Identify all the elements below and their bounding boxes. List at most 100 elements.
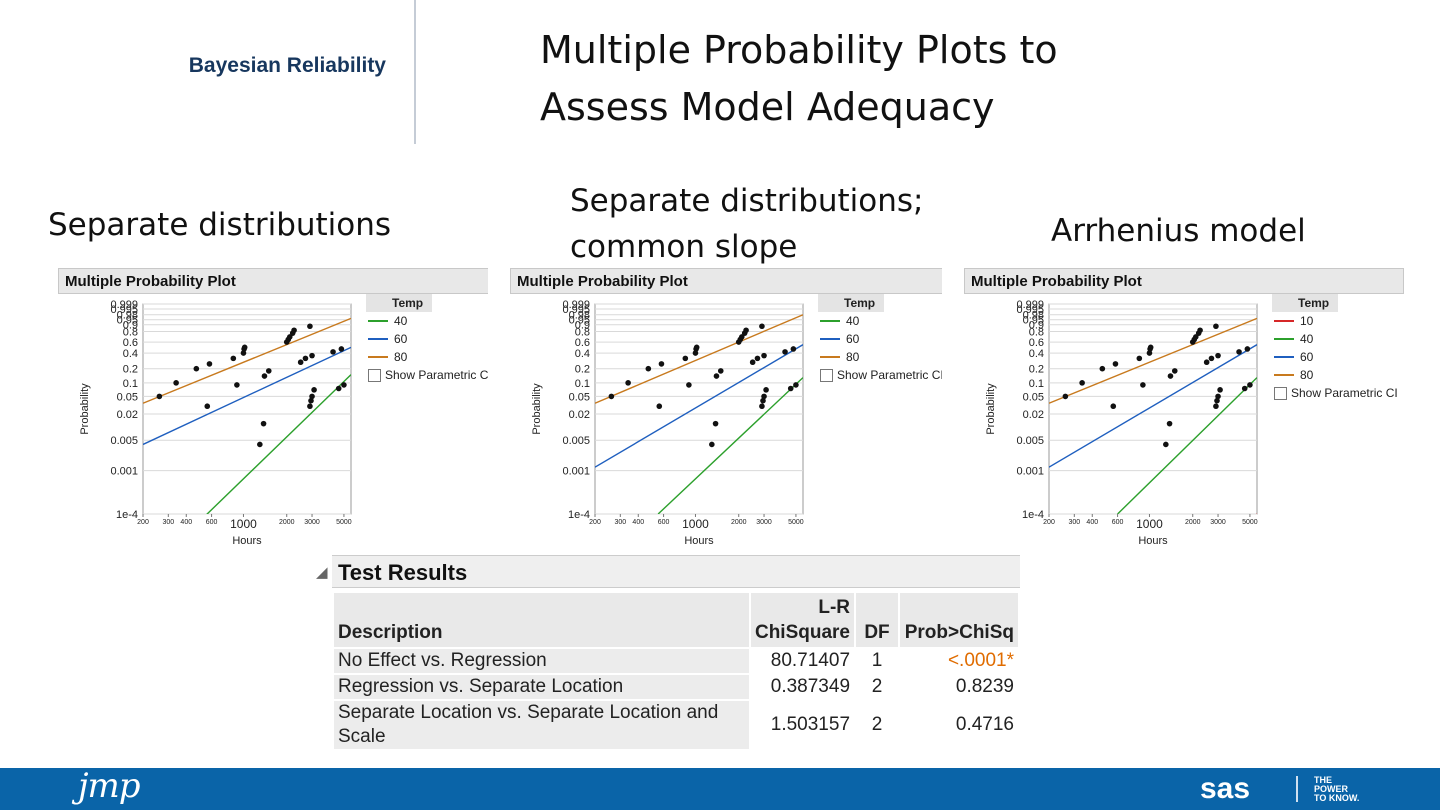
legend-item-temp-80: 80 [818,348,944,366]
data-point-temp-60 [309,352,315,359]
subhead-arrhenius: Arrhenius model [1051,213,1306,249]
legend-label: 40 [1300,332,1314,346]
show-parametric-ci-checkbox[interactable]: Show Parametric CI [818,368,944,382]
x-tick-label: 400 [1086,519,1098,526]
x-tick-label: 5000 [1242,519,1258,526]
tagline-line-2: POWER [1314,784,1349,794]
x-tick-label: 1000 [682,517,709,531]
data-point-temp-80 [645,365,652,372]
legend-label: 40 [394,314,408,328]
data-point-temp-60 [204,403,211,410]
data-point-temp-80 [291,327,297,334]
data-point-temp-40 [712,420,719,427]
legend-item-temp-80: 80 [1272,366,1398,384]
legend-label: 10 [1300,314,1314,328]
data-point-temp-60 [761,352,767,359]
y-tick-label: 0.05 [569,391,590,403]
x-tick-label: 600 [658,519,670,526]
data-point-temp-40 [260,420,267,427]
y-tick-label: 0.02 [569,409,590,421]
x-tick-label: 300 [162,519,174,526]
data-point-temp-80 [1079,380,1085,386]
data-point-temp-40 [761,393,767,400]
checkbox-icon[interactable] [820,368,833,382]
x-tick-label: 200 [589,519,601,526]
table-row: Regression vs. Separate Location 0.387349… [334,675,1018,699]
legend-swatch [1274,356,1294,358]
row-description: No Effect vs. Regression [334,649,749,673]
data-point-temp-60 [330,349,336,355]
data-point-temp-80 [625,380,631,386]
plot-title-2: Multiple Probability Plot [510,268,948,294]
data-point-temp-40 [341,382,347,388]
checkbox-icon[interactable] [1274,386,1287,400]
show-parametric-ci-checkbox[interactable]: Show Parametric CI [366,368,492,382]
x-axis-label: Hours [684,535,714,547]
legend-swatch [1274,374,1294,376]
legend-item-temp-40: 40 [366,312,492,330]
plot-title-3: Multiple Probability Plot [964,268,1404,294]
data-point-temp-80 [240,350,247,356]
x-tick-label: 600 [1112,519,1124,526]
legend-swatch [820,356,840,358]
data-point-temp-40 [1241,385,1248,392]
data-point-temp-40 [1214,397,1220,404]
y-tick-label: 0.6 [1029,337,1044,349]
legend-item-temp-40: 40 [1272,330,1398,348]
x-tick-label: 5000 [336,519,352,526]
plot-panel-2: ◢ Multiple Probability Plot 0.9990.9950.… [488,268,948,548]
test-results-table: Description L-R ChiSquare DF Prob>ChiSq … [332,591,1020,751]
data-point-temp-60 [790,346,797,352]
y-axis-label: Probability [79,383,91,435]
y-tick-label: 0.1 [123,378,138,390]
y-tick-label: 0.02 [1023,409,1044,421]
data-point-temp-40 [257,441,263,448]
data-point-temp-80 [658,361,665,367]
data-point-temp-60 [686,382,692,388]
row-chisquare: 80.71407 [770,650,851,671]
legend-item-temp-80: 80 [366,348,492,366]
data-point-temp-60 [1167,373,1174,379]
data-point-temp-80 [692,350,699,356]
data-point-temp-60 [1140,382,1146,388]
legend-title: Temp [366,294,432,312]
row-description: Separate Location vs. Separate Location … [334,701,749,749]
y-tick-label: 0.999 [110,299,138,311]
data-point-temp-60 [1110,403,1117,410]
data-point-temp-40 [308,397,314,404]
row-df: 2 [871,714,883,735]
jmp-logo: jmp [78,766,141,806]
row-df: 2 [871,676,883,697]
x-tick-label: 300 [614,519,626,526]
show-parametric-ci-label: Show Parametric CI [1291,386,1398,400]
fit-line-temp-40 [1117,377,1257,514]
checkbox-icon[interactable] [368,368,381,382]
y-tick-label: 0.98 [569,310,590,322]
y-tick-label: 0.1 [1029,378,1044,390]
data-point-temp-80 [193,365,200,372]
data-point-temp-60 [749,359,756,366]
logo-divider [1296,776,1298,802]
x-tick-label: 1000 [230,517,257,531]
data-point-temp-60 [713,373,720,379]
legend-label: 80 [394,350,408,364]
y-tick-label: 0.95 [569,315,590,327]
data-point-temp-80 [1136,355,1143,362]
data-point-temp-60 [234,382,240,388]
y-tick-label: 0.1 [575,378,590,390]
legend-item-temp-60: 60 [1272,348,1398,366]
legend-label: 40 [846,314,860,328]
x-tick-label: 3000 [756,519,772,526]
plot-frame [142,303,352,515]
show-parametric-ci-checkbox[interactable]: Show Parametric CI [1272,386,1398,400]
plot-panel-3: ◢ Multiple Probability Plot 0.9990.9950.… [942,268,1404,548]
data-point-temp-40 [709,441,715,448]
y-tick-label: 0.8 [575,326,590,338]
row-chisquare: 0.387349 [770,676,851,697]
disclosure-triangle-icon[interactable]: ◢ [316,563,328,581]
y-tick-label: 0.005 [110,435,138,447]
x-tick-label: 400 [180,519,192,526]
y-tick-label: 0.995 [562,304,590,316]
x-tick-label: 300 [1068,519,1080,526]
